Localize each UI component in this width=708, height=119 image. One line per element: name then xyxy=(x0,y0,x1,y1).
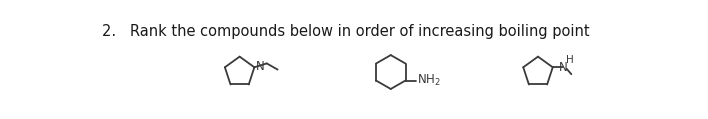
Text: N: N xyxy=(559,61,568,74)
Text: NH$_2$: NH$_2$ xyxy=(417,73,441,88)
Text: 2.   Rank the compounds below in order of increasing boiling point: 2. Rank the compounds below in order of … xyxy=(103,24,590,39)
Text: N: N xyxy=(256,60,265,73)
Text: H: H xyxy=(566,55,573,65)
